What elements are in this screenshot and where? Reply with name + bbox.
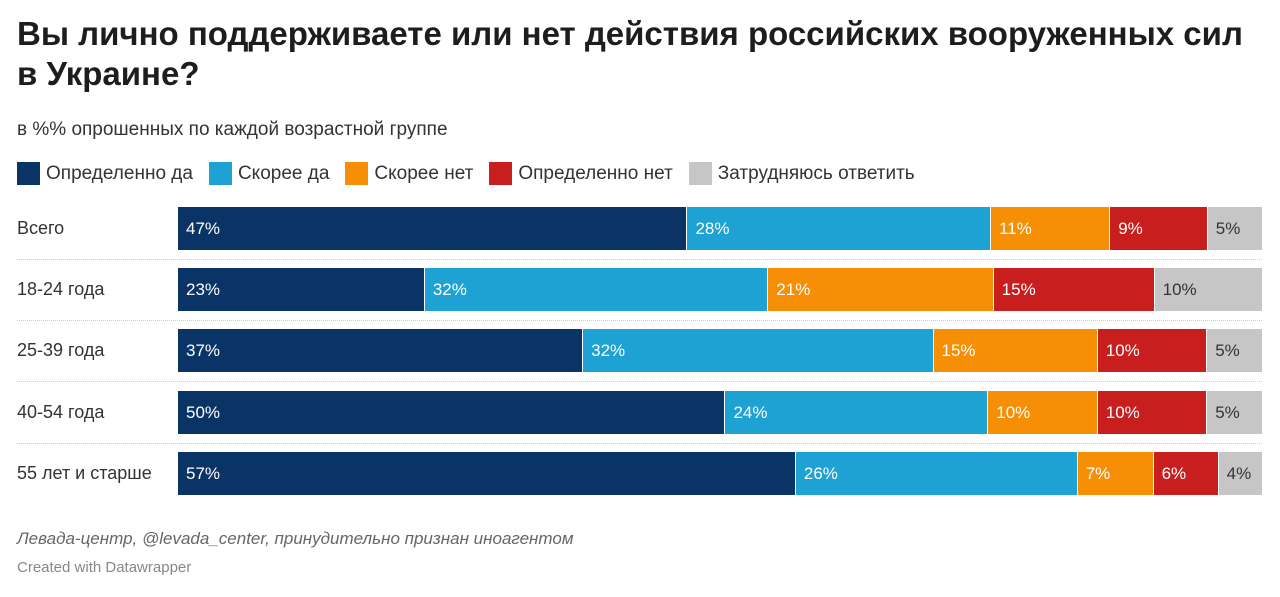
legend-swatch (489, 162, 513, 185)
bar-row: Всего 47% 28% 11% 9% 5% (0, 207, 1280, 250)
data-label: 10% (1105, 341, 1140, 360)
credit-note: Created with Datawrapper (17, 559, 192, 576)
chart-subtitle: в %% опрошенных по каждой возрастной гру… (17, 119, 448, 140)
chart-title: Вы лично поддерживаете или нет действия … (17, 15, 1243, 92)
bar-segment: 32% (583, 329, 934, 372)
data-label: 7% (1085, 464, 1111, 483)
bar-segment: 10% (1097, 329, 1208, 372)
bar-segment: 21% (768, 268, 994, 311)
legend-label: Скорее нет (374, 162, 474, 184)
stacked-bar: 57% 26% 7% 6% 4% (178, 452, 1262, 495)
bar-segment: 9% (1110, 207, 1208, 250)
bar-segment: 15% (993, 268, 1155, 311)
bar-segment: 57% (178, 452, 796, 495)
stacked-bar: 47% 28% 11% 9% 5% (178, 207, 1262, 250)
legend-label: Определенно нет (518, 162, 673, 184)
row-divider (17, 320, 1262, 321)
data-label: 50% (186, 403, 221, 422)
stacked-bar: 37% 32% 15% 10% 5% (178, 329, 1262, 372)
row-divider (17, 259, 1262, 260)
bar-row: 18-24 года 23% 32% 21% 15% 10% (0, 268, 1280, 311)
row-divider (17, 443, 1262, 444)
row-divider (17, 381, 1262, 382)
data-label: 4% (1226, 464, 1252, 483)
bar-segment: 5% (1207, 329, 1262, 372)
legend: Определенно да Скорее да Скорее нет Определ… (17, 162, 931, 185)
bar-segment: 47% (178, 207, 688, 250)
legend-label: Определенно да (46, 162, 193, 184)
stacked-bar: 50% 24% 10% 10% 5% (178, 391, 1262, 434)
bar-segment: 50% (178, 391, 726, 434)
bar-segment: 24% (725, 391, 989, 434)
data-label: 5% (1215, 403, 1240, 422)
legend-swatch (345, 162, 369, 185)
data-label: 32% (591, 341, 626, 360)
bar-segment: 7% (1077, 452, 1154, 495)
bar-row: 55 лет и старше 57% 26% 7% 6% 4% (0, 452, 1280, 495)
data-label: 5% (1215, 219, 1241, 238)
category-label: 55 лет и старше (17, 463, 152, 483)
legend-swatch (17, 162, 40, 185)
bar-segment: 28% (687, 207, 991, 250)
data-label: 11% (998, 219, 1032, 238)
data-label: 10% (996, 403, 1031, 422)
category-label: 18-24 года (17, 279, 105, 299)
bar-segment: 37% (178, 329, 584, 372)
legend-swatch (208, 162, 232, 185)
bar-segment: 26% (795, 452, 1078, 495)
bar-row: 40-54 года 50% 24% 10% 10% 5% (0, 391, 1280, 434)
data-label: 32% (432, 280, 467, 299)
bar-segment: 10% (1154, 268, 1262, 311)
legend-item: Скорее да (208, 162, 330, 185)
bar-segment: 5% (1207, 391, 1262, 434)
data-label: 57% (186, 464, 221, 483)
bar-segment: 6% (1153, 452, 1219, 495)
data-label: 6% (1161, 464, 1187, 483)
data-label: 10% (1105, 403, 1140, 422)
data-label: 15% (1001, 280, 1036, 299)
legend-item: Определенно да (17, 162, 193, 185)
source-note: Левада-центр, @levada_center, принудител… (17, 529, 574, 548)
stacked-bar: 23% 32% 21% 15% 10% (178, 268, 1262, 311)
data-label: 26% (803, 464, 838, 483)
legend-label: Скорее да (237, 162, 330, 184)
data-label: 10% (1162, 280, 1197, 299)
data-label: 24% (733, 403, 768, 422)
data-label: 47% (186, 219, 221, 238)
bar-segment: 32% (424, 268, 769, 311)
category-label: Всего (17, 218, 65, 238)
data-label: 9% (1118, 219, 1143, 238)
data-label: 37% (186, 341, 221, 360)
bar-segment: 23% (178, 268, 425, 311)
bar-segment: 10% (988, 391, 1098, 434)
bar-segment: 5% (1207, 207, 1262, 250)
bar-segment: 4% (1218, 452, 1262, 495)
data-label: 23% (186, 280, 221, 299)
bar-segment: 10% (1097, 391, 1208, 434)
legend-item: Скорее нет (345, 162, 473, 185)
legend-item: Определенно нет (489, 162, 673, 185)
legend-item: Затрудняюсь ответить (688, 162, 915, 185)
data-label: 28% (695, 219, 730, 238)
category-label: 25-39 года (17, 340, 105, 360)
bar-segment: 11% (990, 207, 1111, 250)
legend-swatch (688, 162, 712, 185)
category-label: 40-54 года (17, 402, 105, 422)
legend-label: Затрудняюсь ответить (717, 162, 915, 184)
bar-row: 25-39 года 37% 32% 15% 10% 5% (0, 329, 1280, 372)
data-label: 5% (1215, 341, 1240, 360)
data-label: 21% (776, 280, 811, 299)
data-label: 15% (941, 341, 976, 360)
bar-segment: 15% (933, 329, 1098, 372)
